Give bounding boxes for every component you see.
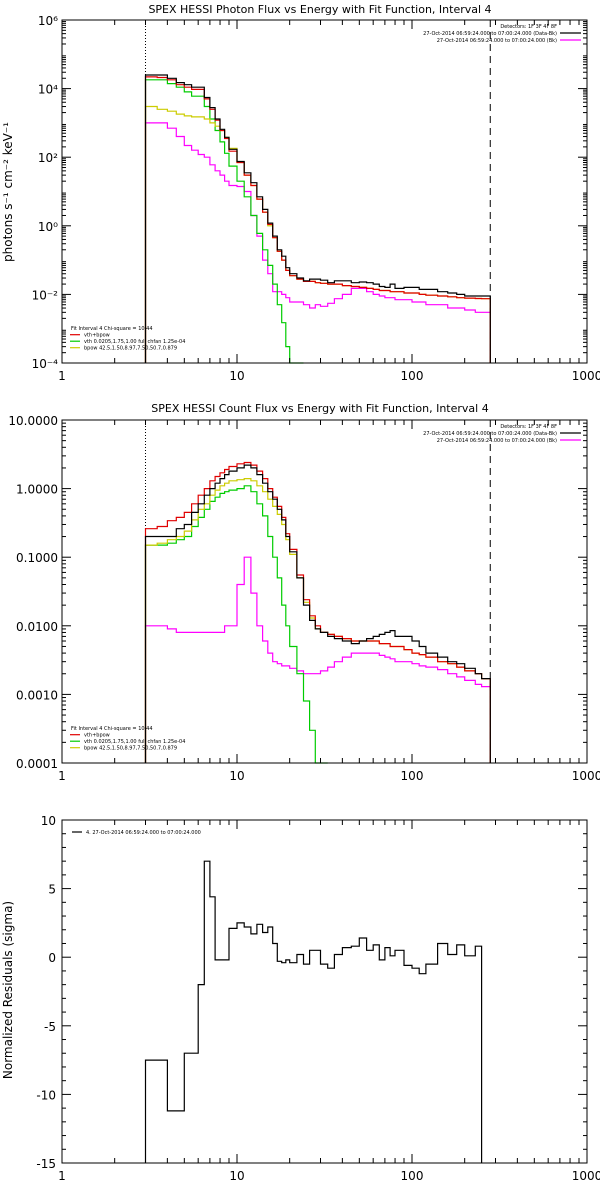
photon-flux-title: SPEX HESSI Photon Flux vs Energy with Fi…	[148, 3, 491, 16]
legend-fit-header: Fit Interval 4 Chi-square = 10.44	[71, 326, 153, 332]
x-tick-label: 10	[229, 1169, 244, 1183]
photon-flux-ylabel: photons s⁻¹ cm⁻² keV⁻¹	[1, 122, 15, 262]
legend-background-label: 27-Oct-2014 06:59:24.000 to 07:00:24.000…	[437, 38, 557, 44]
y-tick-label: -15	[36, 1157, 56, 1171]
y-tick-label: -5	[44, 1020, 56, 1034]
x-tick-label: 1	[58, 1169, 66, 1183]
photon-flux-plot-frame	[61, 19, 588, 364]
series-data-line	[144, 464, 491, 763]
series-background-line	[144, 122, 491, 363]
x-tick-label: 10	[229, 769, 244, 783]
x-tick-label: 1	[58, 369, 66, 383]
residuals-ylabel: Normalized Residuals (sigma)	[1, 901, 15, 1079]
x-tick-label: 1000	[572, 1169, 600, 1183]
legend-residual-label: 4. 27-Oct-2014 06:59:24.000 to 07:00:24.…	[86, 830, 201, 836]
residuals-ticks: 1 10 100 1000 -15 -10 -5 0 5 10	[36, 814, 600, 1183]
y-tick-label: 10⁻⁴	[32, 357, 59, 371]
y-tick-label: 0.1000	[16, 551, 58, 565]
series-data-line	[144, 860, 483, 1163]
y-tick-label: 5	[48, 883, 56, 897]
legend-fit-header: Fit Interval 4 Chi-square = 10.44	[71, 726, 153, 732]
y-tick-label: -10	[36, 1088, 56, 1102]
y-tick-label: 10⁶	[38, 14, 58, 28]
legend-vth-label: vth 0.0205,1.75,1.00 full chfan 1.25e-04	[84, 739, 185, 745]
residuals-plot-frame	[61, 819, 588, 1164]
count-flux-vertical-markers	[144, 420, 491, 763]
series-vth-line	[144, 485, 328, 764]
count-flux-panel: SPEX HESSI Count Flux vs Energy with Fit…	[8, 402, 600, 783]
y-tick-label: 10²	[38, 151, 58, 165]
legend-data-label: 27-Oct-2014 06:59:24.000 to 07:00:24.000…	[423, 431, 557, 437]
count-flux-plot-frame	[61, 419, 588, 764]
photon-flux-series	[144, 74, 491, 364]
legend-bpow-label: bpow 42.5,1.50,8.97,7.50,50.7,0.879	[84, 346, 177, 352]
series-data-line	[144, 74, 491, 363]
legend-bpow-label: bpow 42.5,1.50,8.97,7.50,50.7,0.879	[84, 746, 177, 752]
count-flux-series	[144, 461, 491, 764]
series-bpow-line	[144, 105, 491, 363]
series-bpow-line	[144, 478, 491, 763]
count-flux-title: SPEX HESSI Count Flux vs Energy with Fit…	[151, 402, 488, 415]
x-tick-label: 1000	[572, 769, 600, 783]
y-tick-label: 10	[41, 814, 56, 828]
series-vth-line	[144, 79, 304, 364]
y-tick-label: 1.0000	[16, 483, 58, 497]
count-flux-ticks: 1 10 100 1000 0.0001 0.0010 0.0100 0.1000 1.0000…	[8, 414, 600, 783]
photon-flux-vertical-markers	[144, 20, 491, 363]
x-tick-label: 100	[401, 369, 424, 383]
series-total-line	[144, 76, 491, 363]
residuals-legend-top: 4. 27-Oct-2014 06:59:24.000 to 07:00:24.…	[72, 830, 201, 836]
legend-total-label: vth+bpow	[84, 733, 110, 739]
y-tick-label: 10.0000	[8, 414, 58, 428]
x-tick-label: 100	[401, 769, 424, 783]
x-tick-label: 10	[229, 369, 244, 383]
series-total-line	[144, 461, 491, 763]
legend-background-label: 27-Oct-2014 06:59:24.000 to 07:00:24.000…	[437, 438, 557, 444]
series-background-line	[144, 556, 491, 763]
legend-detectors: Detectors: 1F 3F 4F 8F	[500, 24, 557, 30]
photon-flux-panel: SPEX HESSI Photon Flux vs Energy with Fi…	[1, 3, 600, 383]
count-flux-legend-bottom: Fit Interval 4 Chi-square = 10.44vth+bpo…	[70, 726, 185, 752]
photon-flux-ticks: 1 10 100 1000 10⁻⁴ 10⁻² 10⁰ 10² 10⁴ 10⁶	[32, 14, 600, 383]
y-tick-label: 0	[48, 951, 56, 965]
x-tick-label: 100	[401, 1169, 424, 1183]
y-tick-label: 10⁰	[38, 220, 58, 234]
x-tick-label: 1	[58, 769, 66, 783]
x-tick-label: 1000	[572, 369, 600, 383]
y-tick-label: 0.0001	[16, 757, 58, 771]
legend-detectors: Detectors: 1F 3F 4F 8F	[500, 424, 557, 430]
legend-vth-label: vth 0.0205,1.75,1.00 full chfan 1.25e-04	[84, 339, 185, 345]
residuals-panel: Normalized Residuals (sigma) 1 10 100 1000-…	[1, 814, 600, 1183]
legend-total-label: vth+bpow	[84, 333, 110, 339]
y-tick-label: 10⁻²	[32, 288, 59, 302]
y-tick-label: 10⁴	[38, 83, 58, 97]
y-tick-label: 0.0100	[16, 620, 58, 634]
residuals-series	[144, 860, 483, 1163]
photon-flux-legend-bottom: Fit Interval 4 Chi-square = 10.44vth+bpo…	[70, 326, 185, 352]
y-tick-label: 0.0010	[16, 688, 58, 702]
legend-data-label: 27-Oct-2014 06:59:24.000 to 07:00:24.000…	[423, 31, 557, 37]
